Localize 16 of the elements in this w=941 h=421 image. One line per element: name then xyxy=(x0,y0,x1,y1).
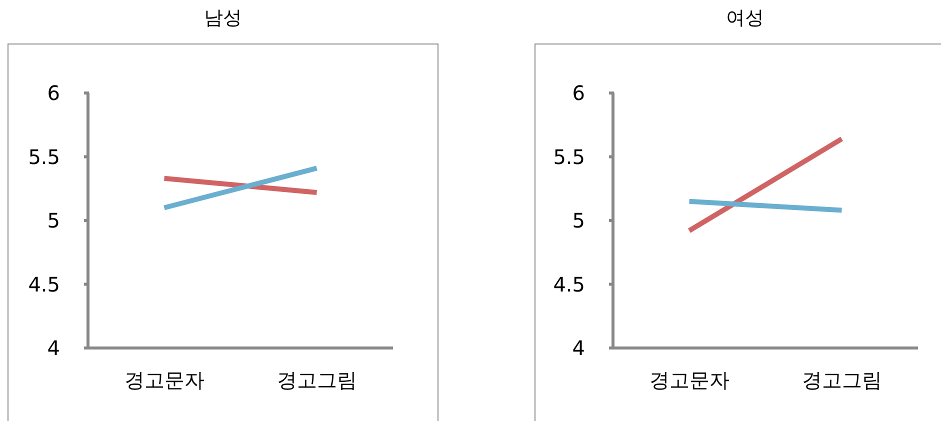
y-tick-label: 5.5 xyxy=(553,144,585,169)
y-tick-label: 4.5 xyxy=(28,272,60,296)
x-tick-label: 경고문자 xyxy=(124,368,204,392)
x-tick-label: 경고그림 xyxy=(276,368,357,392)
chart-title: 여성 xyxy=(726,7,764,29)
y-tick-label: 4.5 xyxy=(553,272,585,296)
x-tick-label: 경고문자 xyxy=(649,368,730,392)
y-tick-label: 6 xyxy=(47,81,60,105)
y-tick-label: 5 xyxy=(572,208,585,232)
x-tick-label: 경고그림 xyxy=(802,368,882,392)
y-tick-label: 6 xyxy=(572,81,585,105)
y-tick-label: 4 xyxy=(47,336,60,360)
chart-title: 남성 xyxy=(204,7,242,29)
y-tick-label: 5 xyxy=(47,208,60,232)
y-tick-label: 4 xyxy=(572,336,585,360)
y-tick-label: 5.5 xyxy=(28,144,60,169)
